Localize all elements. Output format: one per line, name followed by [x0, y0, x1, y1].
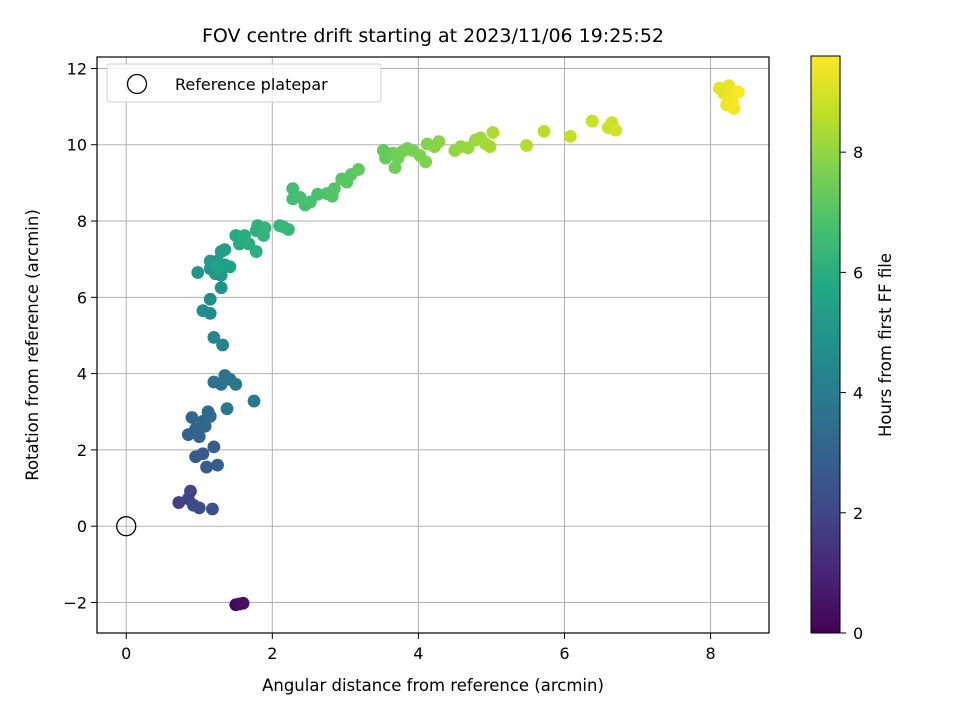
- y-tick-label: 2: [77, 441, 87, 460]
- data-point: [207, 440, 221, 454]
- legend-box: [106, 63, 382, 103]
- x-tick-label: 4: [413, 644, 423, 663]
- reference-platepar-marker: [116, 516, 137, 537]
- data-point: [609, 123, 623, 137]
- y-tick-label: 6: [77, 288, 87, 307]
- data-point: [192, 501, 206, 515]
- x-axis: 0 2 4 6 8: [121, 633, 716, 663]
- data-point: [206, 502, 219, 516]
- data-point: [327, 182, 341, 196]
- y-tick-label: −2: [63, 593, 87, 612]
- chart-title: FOV centre drift starting at 2023/11/06 …: [202, 25, 664, 47]
- x-tick-label: 2: [267, 644, 277, 663]
- data-point: [223, 260, 237, 274]
- x-tick-label: 6: [559, 644, 569, 663]
- data-point: [191, 266, 205, 279]
- plot-frame: [96, 56, 770, 634]
- colorbar-label: Hours from first FF file: [876, 253, 895, 437]
- legend-label: Reference platepar: [175, 75, 328, 94]
- colorbar-ticks: 0 2 4 6 8: [840, 143, 863, 643]
- colorbar-tick-label: 2: [853, 504, 863, 523]
- data-point: [281, 223, 295, 236]
- data-point: [585, 114, 599, 128]
- colorbar-gradient: [810, 55, 841, 634]
- data-point: [486, 126, 500, 139]
- data-point: [258, 221, 272, 235]
- data-point: [731, 85, 745, 99]
- colorbar-tick-label: 6: [853, 263, 863, 282]
- data-point: [211, 261, 224, 274]
- x-tick-label: 0: [121, 644, 131, 663]
- data-point: [520, 139, 533, 152]
- data-point: [537, 124, 551, 138]
- data-point: [483, 140, 497, 154]
- y-tick-label: 12: [67, 59, 87, 78]
- y-tick-label: 8: [77, 212, 87, 231]
- data-point: [203, 409, 217, 423]
- y-axis-label: Rotation from reference (arcmin): [23, 209, 42, 481]
- data-point: [352, 163, 365, 176]
- data-point: [419, 155, 433, 169]
- y-axis: −2 0 2 4 6 8 10 12: [63, 59, 97, 612]
- data-point: [207, 330, 221, 344]
- legend: Reference platepar: [106, 63, 382, 103]
- data-point: [432, 135, 446, 149]
- colorbar-tick-label: 0: [853, 624, 863, 643]
- data-point: [196, 447, 210, 461]
- data-point: [236, 596, 250, 610]
- colorbar-tick-label: 4: [853, 384, 863, 403]
- data-point: [184, 484, 197, 498]
- data-point: [249, 245, 263, 258]
- data-points: [172, 79, 745, 612]
- data-point: [727, 102, 741, 115]
- data-point: [192, 430, 206, 443]
- data-point: [311, 187, 324, 201]
- data-point: [722, 79, 736, 93]
- x-axis-label: Angular distance from reference (arcmin): [262, 676, 604, 695]
- data-point: [216, 338, 230, 352]
- legend-marker-reference-platepar: [126, 73, 148, 95]
- data-point: [214, 281, 228, 295]
- y-tick-label: 0: [77, 517, 87, 536]
- data-point: [200, 460, 213, 474]
- data-point: [286, 182, 300, 196]
- data-point: [203, 292, 217, 306]
- data-point: [218, 243, 232, 257]
- data-point: [247, 394, 261, 408]
- data-point: [563, 129, 577, 143]
- y-tick-label: 10: [67, 136, 87, 155]
- x-tick-label: 8: [705, 644, 715, 663]
- data-point: [203, 306, 217, 320]
- colorbar-tick-label: 8: [853, 143, 863, 162]
- y-tick-label: 4: [77, 365, 87, 384]
- data-point: [220, 402, 234, 416]
- data-point: [229, 377, 243, 391]
- colorbar: 0 2 4 6 8 Hours from first FF file: [810, 55, 895, 643]
- data-point: [211, 458, 224, 472]
- data-point: [185, 411, 199, 424]
